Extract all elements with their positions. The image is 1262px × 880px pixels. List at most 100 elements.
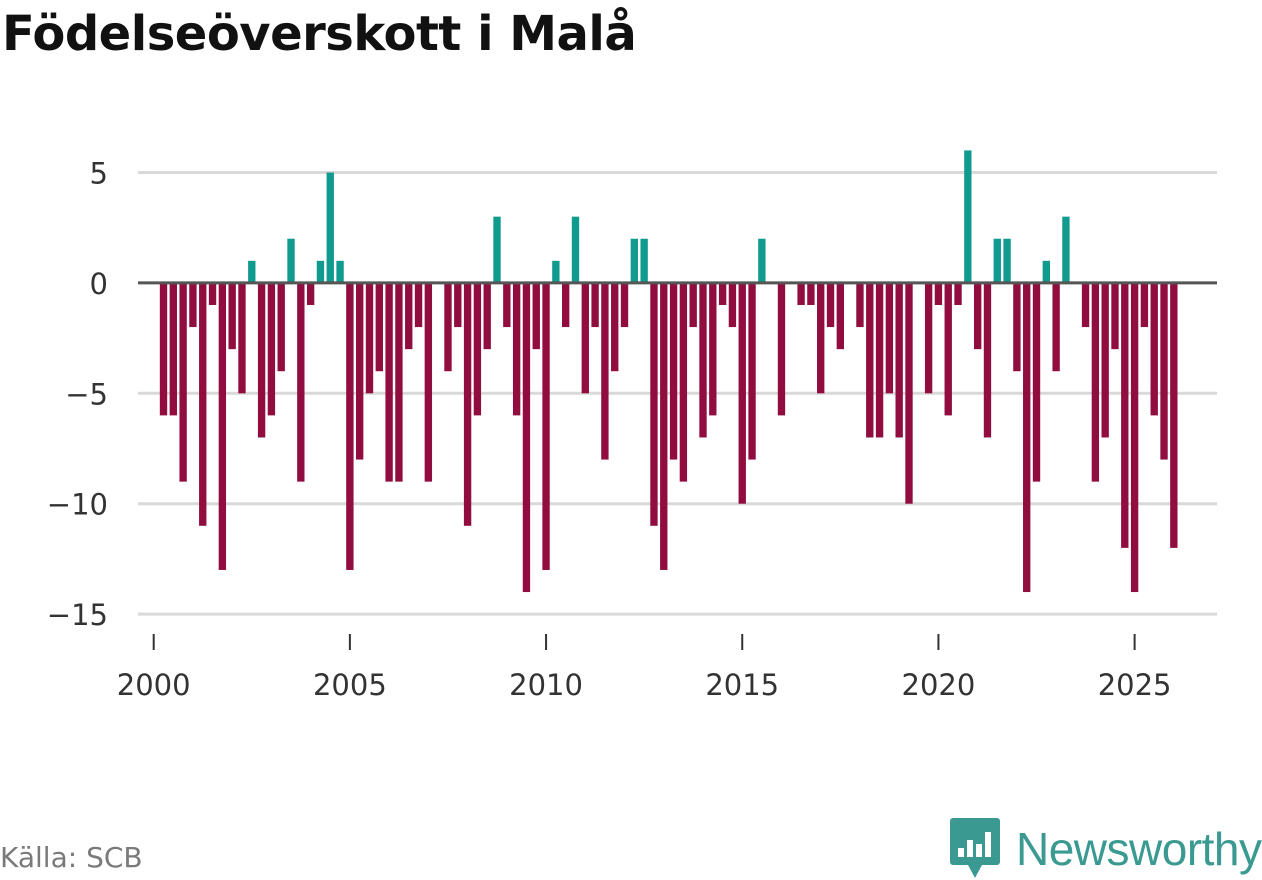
bar [758, 238, 766, 283]
bar [199, 282, 207, 526]
bar [503, 282, 511, 328]
bar [238, 282, 246, 394]
bar [346, 282, 354, 570]
x-tick-label: 2010 [509, 668, 583, 702]
x-tick-label: 2005 [313, 668, 387, 702]
bar [581, 282, 589, 394]
bar [169, 282, 177, 416]
bar [944, 282, 952, 416]
x-tick-label: 2015 [705, 668, 779, 702]
bar [473, 282, 482, 416]
y-tick-label: −5 [65, 377, 108, 411]
bar [571, 216, 580, 283]
bar [375, 282, 383, 372]
bar [159, 282, 168, 416]
bar [669, 282, 678, 460]
brand-name: Newsworthy [1016, 823, 1262, 875]
newsworthy-logo[interactable]: Newsworthy [950, 818, 1262, 880]
bar [679, 282, 688, 482]
bar [954, 282, 962, 305]
bar [542, 282, 550, 570]
x-axis: 2000 2005 2010 2015 2020 2025 [117, 634, 1172, 702]
bar [561, 282, 570, 328]
bar [924, 282, 933, 394]
bar [365, 282, 374, 394]
bar [1150, 282, 1158, 416]
bar [1081, 282, 1090, 328]
x-tick-label: 2025 [1098, 668, 1172, 702]
bar [522, 282, 531, 593]
x-tick-label: 2000 [117, 668, 191, 702]
bar [709, 282, 717, 416]
bar [895, 282, 903, 438]
bar [414, 282, 423, 328]
bar [1042, 260, 1051, 283]
bar [493, 216, 501, 283]
bar [1052, 282, 1060, 372]
bar [718, 282, 727, 305]
bar [611, 282, 619, 372]
y-tick-label: −10 [47, 488, 108, 522]
bar [591, 282, 599, 328]
bar [993, 238, 1001, 283]
bar [826, 282, 835, 328]
bar [885, 282, 894, 394]
bar [650, 282, 658, 526]
bar [297, 282, 305, 482]
bar [277, 282, 285, 372]
x-tick-label: 2020 [902, 668, 976, 702]
y-tick-label: 0 [90, 267, 108, 301]
bar [385, 282, 393, 482]
bar [1160, 282, 1168, 460]
bar [1101, 282, 1109, 438]
bar [208, 282, 217, 305]
chart-title: Födelseöverskott i Malå [2, 6, 637, 62]
bar [1170, 282, 1178, 548]
bar [218, 282, 227, 570]
bar [395, 282, 403, 482]
bar [973, 282, 982, 350]
y-tick-label: 5 [90, 156, 108, 190]
bar [1003, 238, 1011, 283]
bar [248, 260, 256, 283]
bar [640, 238, 648, 283]
bar [817, 282, 825, 394]
bar [797, 282, 805, 305]
bar [905, 282, 913, 504]
bar [630, 238, 639, 283]
bar [316, 260, 325, 283]
source-label: Källa: SCB [0, 841, 143, 874]
bar [601, 282, 609, 460]
bar [856, 282, 864, 328]
y-tick-label: −15 [47, 598, 108, 632]
bar [483, 282, 491, 350]
bar [866, 282, 874, 438]
bar [356, 282, 364, 460]
bar [405, 282, 413, 350]
bar [1062, 216, 1070, 283]
bar [228, 282, 236, 350]
bar [699, 282, 707, 438]
gridlines [138, 170, 1217, 616]
bar [1121, 282, 1129, 548]
bar [257, 282, 266, 438]
bar [512, 282, 521, 416]
bar [748, 282, 756, 460]
newsworthy-logo-icon [950, 818, 1000, 878]
bar [463, 282, 472, 526]
bars [159, 150, 1178, 593]
bar [306, 282, 315, 305]
y-axis: 5 0 −5 −10 −15 [47, 156, 108, 632]
bar [1023, 282, 1031, 593]
bar [1032, 282, 1041, 482]
bar [287, 238, 295, 283]
bar [336, 260, 344, 283]
bar [444, 282, 452, 372]
bar [454, 282, 462, 328]
bar [424, 282, 433, 482]
bar [728, 282, 737, 328]
bar [689, 282, 697, 328]
bar [552, 260, 560, 283]
bar [983, 282, 992, 438]
